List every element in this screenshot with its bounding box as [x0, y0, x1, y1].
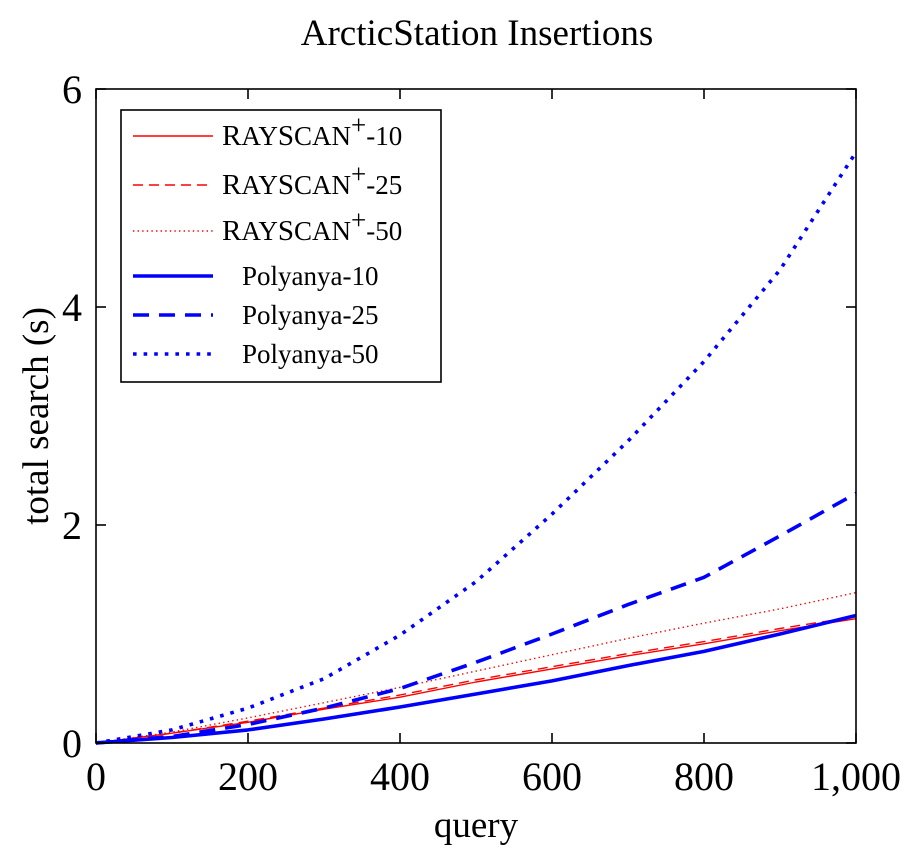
plot-frame	[95, 88, 857, 744]
legend-label-5: Polyanya-25	[242, 300, 378, 330]
legend-label-3: RAYSCAN+-50	[222, 205, 402, 247]
tick-layer: 0 200 400 600 800 1,000 0 2 4 6	[62, 67, 901, 799]
y-axis-label: total search (s)	[16, 307, 57, 525]
series-line-5	[95, 491, 857, 745]
series-line-3	[95, 591, 857, 744]
y-tick-label: 0	[62, 721, 82, 766]
y-tick-label: 2	[62, 503, 82, 548]
y-tick-label: 4	[62, 285, 82, 330]
legend-box	[120, 109, 442, 383]
x-axis-label: query	[434, 805, 519, 846]
x-tick-label: 0	[86, 754, 106, 799]
x-tick-label: 200	[218, 754, 278, 799]
legend-label-1: RAYSCAN+-10	[222, 110, 402, 152]
series-line-4	[95, 613, 857, 745]
legend-label-4: Polyanya-10	[242, 261, 378, 291]
series-line-1	[95, 618, 857, 744]
series-line-2	[95, 615, 857, 744]
series-line-6	[95, 151, 858, 745]
legend-label-2: RAYSCAN+-25	[222, 159, 402, 201]
x-tick-label: 600	[522, 754, 582, 799]
chart-title: ArcticStation Insertions	[301, 13, 653, 54]
x-tick-label: 800	[674, 754, 734, 799]
y-tick-label: 6	[62, 67, 82, 112]
x-tick-label: 400	[370, 754, 430, 799]
legend-label-6: Polyanya-50	[242, 339, 378, 369]
x-tick-label: 1,000	[811, 754, 901, 799]
series-layer	[95, 151, 858, 745]
